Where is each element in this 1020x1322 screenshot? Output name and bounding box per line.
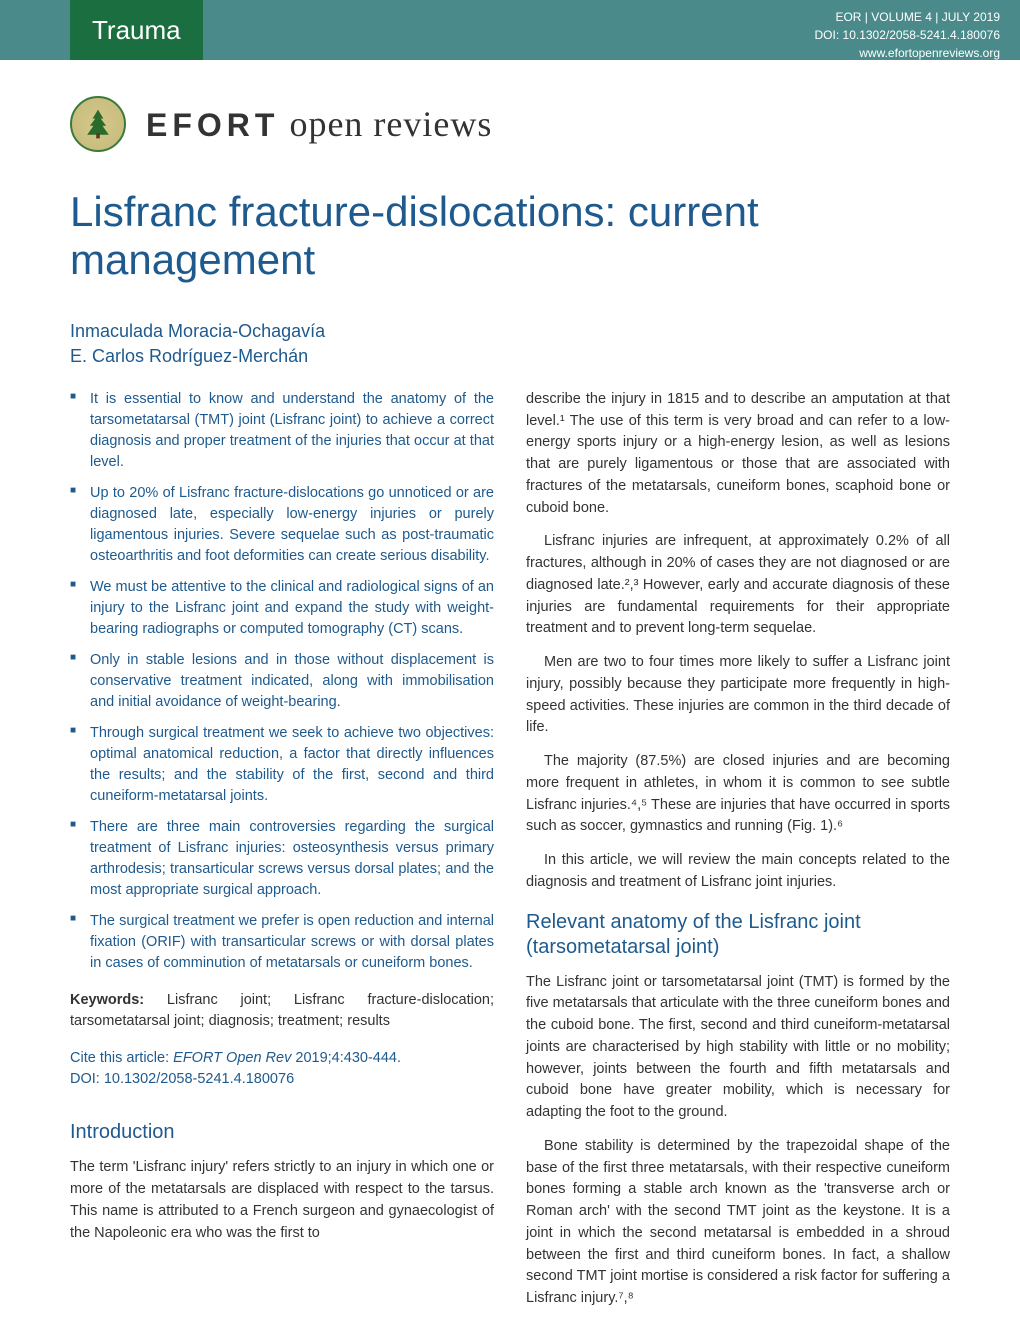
keywords-line: Keywords: Lisfranc joint; Lisfranc fract…: [70, 990, 494, 1032]
anatomy-paragraph-1: The Lisfranc joint or tarsometatarsal jo…: [526, 972, 950, 1124]
summary-item: There are three main controversies regar…: [70, 817, 494, 901]
author-1: Inmaculada Moracia-Ochagavía: [70, 319, 950, 344]
journal-logo-icon: [70, 96, 126, 152]
author-2: E. Carlos Rodríguez-Merchán: [70, 344, 950, 369]
header-mid: [203, 0, 815, 60]
section-badge: Trauma: [70, 0, 203, 60]
intro-heading: Introduction: [70, 1120, 494, 1145]
citation-block: Cite this article: EFORT Open Rev 2019;4…: [70, 1048, 494, 1090]
site-line: www.efortopenreviews.org: [815, 44, 1000, 62]
tree-icon: [80, 106, 116, 142]
right-paragraph-4: The majority (87.5%) are closed injuries…: [526, 751, 950, 838]
right-paragraph-2: Lisfranc injuries are infrequent, at app…: [526, 531, 950, 640]
summary-item: We must be attentive to the clinical and…: [70, 577, 494, 640]
journal-efort: EFORT: [146, 107, 279, 143]
anatomy-paragraph-2: Bone stability is determined by the trap…: [526, 1136, 950, 1310]
journal-name: EFORT open reviews: [146, 103, 492, 145]
cite-prefix: Cite this article:: [70, 1050, 173, 1066]
summary-item: Only in stable lesions and in those with…: [70, 650, 494, 713]
summary-item: Through surgical treatment we seek to ac…: [70, 723, 494, 807]
doi-line: DOI: 10.1302/2058-5241.4.180076: [815, 26, 1000, 44]
journal-open-reviews: open reviews: [289, 104, 492, 144]
right-paragraph-5: In this article, we will review the main…: [526, 850, 950, 894]
cite-doi: DOI: 10.1302/2058-5241.4.180076: [70, 1071, 294, 1087]
right-column: describe the injury in 1815 and to descr…: [526, 389, 950, 1322]
anatomy-heading: Relevant anatomy of the Lisfranc joint (…: [526, 910, 950, 960]
journal-header: Trauma EOR | VOLUME 4 | JULY 2019 DOI: 1…: [0, 0, 1020, 60]
cite-journal: EFORT Open Rev: [173, 1050, 291, 1066]
header-meta: EOR | VOLUME 4 | JULY 2019 DOI: 10.1302/…: [815, 0, 1020, 60]
article-title: Lisfranc fracture-dislocations: current …: [0, 170, 1020, 301]
summary-item: Up to 20% of Lisfranc fracture-dislocati…: [70, 483, 494, 567]
authors-block: Inmaculada Moracia-Ochagavía E. Carlos R…: [0, 301, 1020, 389]
summary-item: The surgical treatment we prefer is open…: [70, 911, 494, 974]
volume-line: EOR | VOLUME 4 | JULY 2019: [815, 8, 1000, 26]
header-spacer: [0, 0, 70, 60]
right-paragraph-3: Men are two to four times more likely to…: [526, 652, 950, 739]
journal-brand: EFORT open reviews: [0, 60, 1020, 170]
cite-rest: 2019;4:430-444.: [291, 1050, 401, 1066]
two-column-content: It is essential to know and understand t…: [0, 389, 1020, 1322]
keywords-label: Keywords:: [70, 992, 144, 1008]
right-paragraph-1: describe the injury in 1815 and to descr…: [526, 389, 950, 520]
left-column: It is essential to know and understand t…: [70, 389, 494, 1322]
intro-paragraph-1: The term 'Lisfranc injury' refers strict…: [70, 1157, 494, 1244]
summary-item: It is essential to know and understand t…: [70, 389, 494, 473]
summary-bullets: It is essential to know and understand t…: [70, 389, 494, 974]
